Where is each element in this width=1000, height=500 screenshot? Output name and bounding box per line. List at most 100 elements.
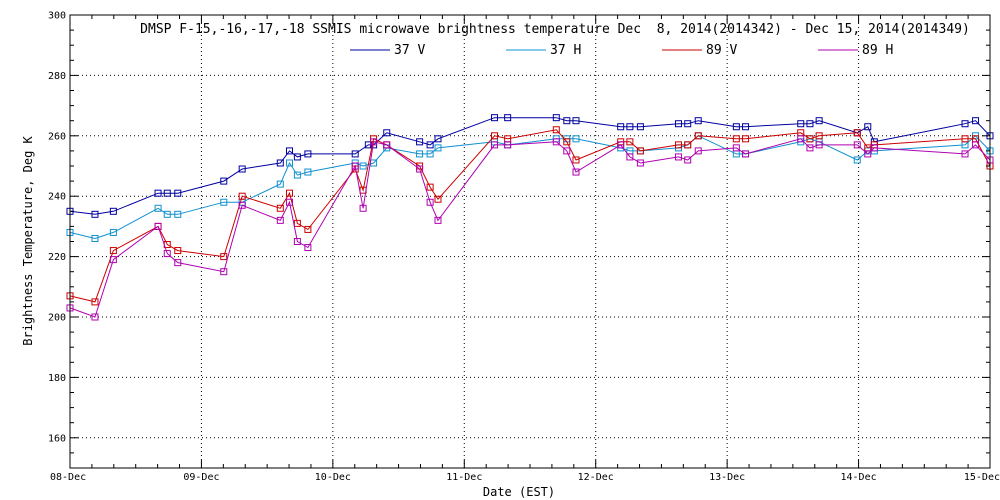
data-point-marker xyxy=(304,168,312,176)
data-point-marker xyxy=(684,141,692,149)
x-tick-label: 10-Dec xyxy=(315,472,351,483)
data-point-marker xyxy=(491,132,499,140)
data-point-marker xyxy=(434,135,442,143)
data-point-marker xyxy=(285,189,293,197)
data-point-marker xyxy=(426,198,434,206)
legend-entry-37-h: 37 H xyxy=(506,43,581,58)
data-point-marker xyxy=(504,114,512,122)
data-point-marker xyxy=(870,144,878,152)
data-point-marker xyxy=(293,219,301,227)
data-point-marker xyxy=(351,162,359,170)
y-axis-title: Brightness Temperature, Deg K xyxy=(21,135,35,345)
data-point-marker xyxy=(552,138,560,146)
data-point-marker xyxy=(732,135,740,143)
grid xyxy=(70,15,990,468)
data-point-marker xyxy=(238,201,246,209)
data-point-marker xyxy=(806,144,814,152)
data-point-marker xyxy=(163,210,171,218)
data-point-marker xyxy=(626,153,634,161)
x-tick-label: 15-Dec xyxy=(964,472,1000,483)
data-point-marker xyxy=(491,114,499,122)
x-axis-title: Date (EST) xyxy=(483,485,555,499)
data-point-marker xyxy=(742,123,750,131)
data-point-marker xyxy=(304,244,312,252)
y-tick-label: 280 xyxy=(48,71,66,82)
data-point-marker xyxy=(797,120,805,128)
x-tick-label: 08-Dec xyxy=(50,472,86,483)
data-point-marker xyxy=(174,259,182,267)
data-point-marker xyxy=(370,138,378,146)
legend: 37 V 37 H 89 V 89 H xyxy=(350,43,893,58)
data-point-marker xyxy=(864,123,872,131)
data-point-marker xyxy=(552,114,560,122)
data-point-marker xyxy=(815,141,823,149)
data-point-marker xyxy=(504,141,512,149)
series-layer xyxy=(66,114,994,321)
data-point-marker xyxy=(853,141,861,149)
data-point-marker xyxy=(961,150,969,158)
data-point-marker xyxy=(636,123,644,131)
data-point-marker xyxy=(293,238,301,245)
legend-label: 37 H xyxy=(550,43,581,58)
data-point-marker xyxy=(694,147,702,155)
data-point-marker xyxy=(293,171,301,179)
y-tick-label: 160 xyxy=(48,433,66,444)
legend-entry-37-v: 37 V xyxy=(350,43,425,58)
y-tick-label: 240 xyxy=(48,192,66,203)
data-point-marker xyxy=(617,123,625,131)
x-tick-label: 13-Dec xyxy=(709,472,745,483)
data-point-marker xyxy=(694,132,702,140)
data-point-marker xyxy=(815,117,823,125)
data-point-marker xyxy=(220,253,228,261)
data-point-marker xyxy=(293,153,301,161)
data-point-marker xyxy=(972,117,980,125)
data-point-marker xyxy=(675,153,683,161)
data-point-marker xyxy=(732,123,740,131)
data-point-marker xyxy=(285,147,293,155)
data-point-marker xyxy=(238,165,246,173)
x-tick-label: 09-Dec xyxy=(183,472,219,483)
data-point-marker xyxy=(675,120,683,128)
data-point-marker xyxy=(91,298,99,306)
data-point-marker xyxy=(675,141,683,149)
data-point-marker xyxy=(742,135,750,143)
x-tick-label: 11-Dec xyxy=(446,472,482,483)
data-point-marker xyxy=(174,247,182,255)
data-point-marker xyxy=(732,144,740,152)
data-point-marker xyxy=(238,192,246,200)
legend-entry-89-v: 89 V xyxy=(662,43,737,58)
data-point-marker xyxy=(109,247,117,255)
data-point-marker xyxy=(563,147,571,155)
data-point-marker xyxy=(563,138,571,146)
data-point-marker xyxy=(636,159,644,167)
data-point-marker xyxy=(163,189,171,197)
data-point-marker xyxy=(174,210,182,218)
data-point-marker xyxy=(276,159,284,167)
data-point-marker xyxy=(684,120,692,128)
y-tick-label: 180 xyxy=(48,373,66,384)
data-point-marker xyxy=(864,150,872,158)
data-point-marker xyxy=(491,141,499,149)
legend-label: 89 V xyxy=(706,43,737,58)
data-point-marker xyxy=(91,234,99,242)
data-point-marker xyxy=(416,138,424,146)
data-point-marker xyxy=(626,123,634,131)
data-point-marker xyxy=(572,135,580,143)
data-point-marker xyxy=(434,216,442,224)
data-point-marker xyxy=(154,204,162,212)
data-point-marker xyxy=(91,210,99,218)
data-point-marker xyxy=(972,141,980,149)
x-tick-label: 12-Dec xyxy=(578,472,614,483)
data-point-marker xyxy=(276,180,284,188)
data-point-marker xyxy=(572,168,580,176)
data-point-marker xyxy=(416,150,424,158)
series-37-v xyxy=(66,114,994,218)
data-point-marker xyxy=(416,165,424,173)
data-point-marker xyxy=(359,162,367,170)
data-point-marker xyxy=(636,147,644,155)
data-point-marker xyxy=(285,159,293,167)
data-point-marker xyxy=(797,135,805,143)
data-point-marker xyxy=(572,156,580,164)
